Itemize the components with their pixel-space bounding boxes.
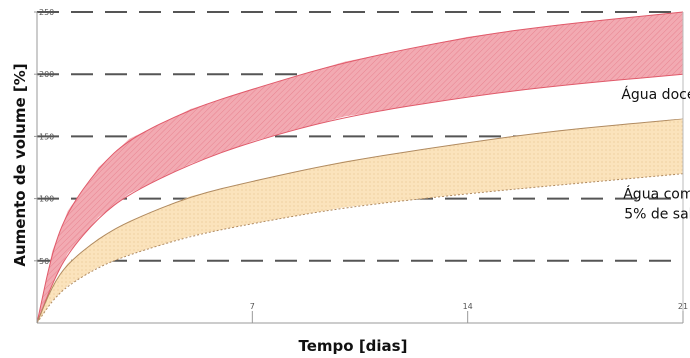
x-tick-label: 21	[678, 302, 688, 311]
y-tick-label: 50	[39, 257, 49, 266]
band-series-1-lower-line	[36, 73, 684, 324]
band-series-1-upper-line	[36, 11, 684, 324]
annotation-2: Água com 5% de sal	[623, 186, 690, 223]
bands	[36, 11, 684, 324]
y-tick-label: 200	[39, 70, 54, 79]
x-axis-label: Tempo [dias]	[299, 337, 408, 355]
annotation-line: Água com	[623, 186, 690, 203]
y-tick-label: 100	[39, 195, 54, 204]
ticks: 50 100 150 200 250 7 14 21	[34, 8, 688, 323]
y-axis-label: Aumento de volume [%]	[11, 63, 29, 266]
annotation-line: Água doce	[621, 86, 690, 103]
y-tick-label: 150	[39, 132, 54, 141]
annotation-line: 5% de sal	[624, 207, 690, 223]
band-series-2-lower-line	[36, 173, 684, 324]
annotations: Água doce Água com 5% de sal	[621, 86, 690, 223]
band-series-2-area	[37, 118, 683, 323]
axes	[36, 12, 684, 324]
y-tick-label: 250	[39, 8, 54, 17]
x-tick-label: 7	[250, 302, 255, 311]
annotation-1: Água doce	[621, 86, 690, 103]
x-tick-label: 14	[463, 302, 473, 311]
band-series-2-upper-line	[36, 118, 684, 324]
